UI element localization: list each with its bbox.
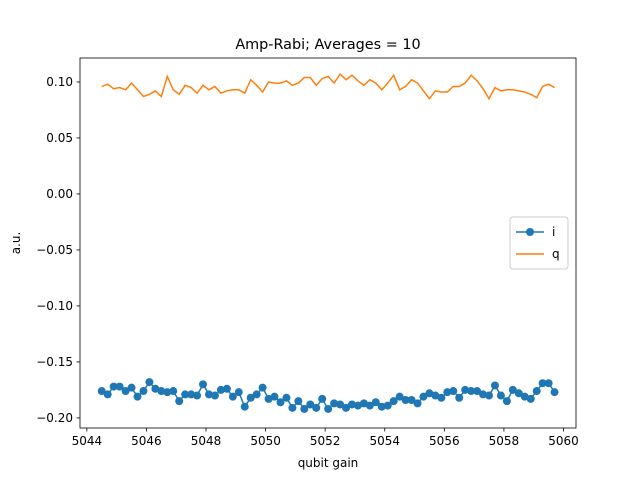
data-point [496, 391, 505, 400]
data-point [538, 379, 547, 388]
x-tick-label: 5060 [548, 434, 579, 448]
data-point [103, 390, 112, 399]
data-point [437, 393, 446, 402]
data-point [276, 398, 285, 407]
x-tick-label: 5048 [191, 434, 222, 448]
data-point [258, 383, 267, 392]
y-tick-label: −0.10 [36, 299, 73, 313]
data-point [228, 392, 237, 401]
data-point [175, 397, 184, 406]
x-tick-label: 5052 [310, 434, 341, 448]
data-point [407, 396, 416, 405]
data-point [449, 387, 458, 396]
data-point [347, 400, 356, 409]
legend-label: q [552, 247, 560, 261]
data-point [389, 397, 398, 406]
data-point [204, 390, 213, 399]
data-point [419, 392, 428, 401]
data-point [479, 390, 488, 399]
y-tick-label: 0.05 [46, 131, 73, 145]
legend-box [509, 216, 569, 270]
data-point [97, 387, 106, 396]
data-point [401, 396, 410, 405]
axes-frame [79, 57, 577, 429]
data-point [157, 387, 166, 396]
data-point [550, 388, 559, 397]
data-point [193, 391, 202, 400]
data-point [252, 390, 261, 399]
y-tick-label: 0.00 [46, 187, 73, 201]
data-point [121, 387, 130, 396]
plot-area [97, 72, 559, 413]
x-tick-label: 5046 [131, 434, 162, 448]
data-point [377, 402, 386, 411]
x-tick-label: 5056 [429, 434, 460, 448]
data-point [294, 397, 303, 406]
data-point [127, 383, 136, 392]
data-point [246, 393, 255, 402]
data-point [365, 401, 374, 410]
data-point [139, 387, 148, 396]
data-point [109, 382, 118, 391]
data-point [413, 399, 422, 408]
data-point [467, 387, 476, 396]
data-point [288, 403, 297, 412]
data-point [395, 392, 404, 401]
x-axis-label: qubit gain [298, 456, 359, 470]
data-point [187, 390, 196, 399]
data-point [443, 388, 452, 397]
series-line [101, 72, 555, 101]
legend-marker [526, 228, 534, 236]
data-point [532, 387, 541, 396]
data-point [324, 404, 333, 413]
x-tick-label: 5044 [72, 434, 103, 448]
data-point [133, 392, 142, 401]
data-point [473, 387, 482, 396]
data-point [371, 398, 380, 407]
data-point [210, 391, 219, 400]
y-tick-label: 0.10 [46, 75, 73, 89]
data-point [318, 394, 327, 403]
data-point [502, 397, 511, 406]
data-point [526, 394, 535, 403]
data-point [342, 403, 351, 412]
y-tick-label: −0.20 [36, 411, 73, 425]
data-point [485, 391, 494, 400]
data-point [234, 388, 243, 397]
data-point [216, 385, 225, 394]
data-point [270, 392, 279, 401]
y-tick-label: −0.15 [36, 355, 73, 369]
x-tick-label: 5050 [250, 434, 281, 448]
data-point [222, 384, 231, 393]
data-point [306, 400, 315, 409]
data-point [514, 389, 523, 398]
data-point [490, 381, 499, 390]
data-point [300, 404, 309, 413]
data-point [163, 388, 172, 397]
data-point [145, 378, 154, 387]
chart-title: Amp-Rabi; Averages = 10 [235, 37, 420, 53]
data-point [383, 401, 392, 410]
data-point [336, 400, 345, 409]
data-point [455, 393, 464, 402]
y-axis-label: a.u. [9, 232, 23, 255]
data-point [330, 399, 339, 408]
legend-label: i [552, 225, 555, 239]
data-point [240, 402, 249, 411]
data-point [199, 380, 208, 389]
data-point [282, 393, 291, 402]
data-point [169, 387, 178, 396]
x-tick-label: 5058 [489, 434, 520, 448]
data-point [312, 403, 321, 412]
data-point [544, 379, 553, 388]
x-tick-label: 5054 [369, 434, 400, 448]
y-tick-label: −0.05 [36, 243, 73, 257]
data-point [115, 382, 124, 391]
data-point [181, 390, 190, 399]
data-point [508, 385, 517, 394]
data-point [461, 385, 470, 394]
